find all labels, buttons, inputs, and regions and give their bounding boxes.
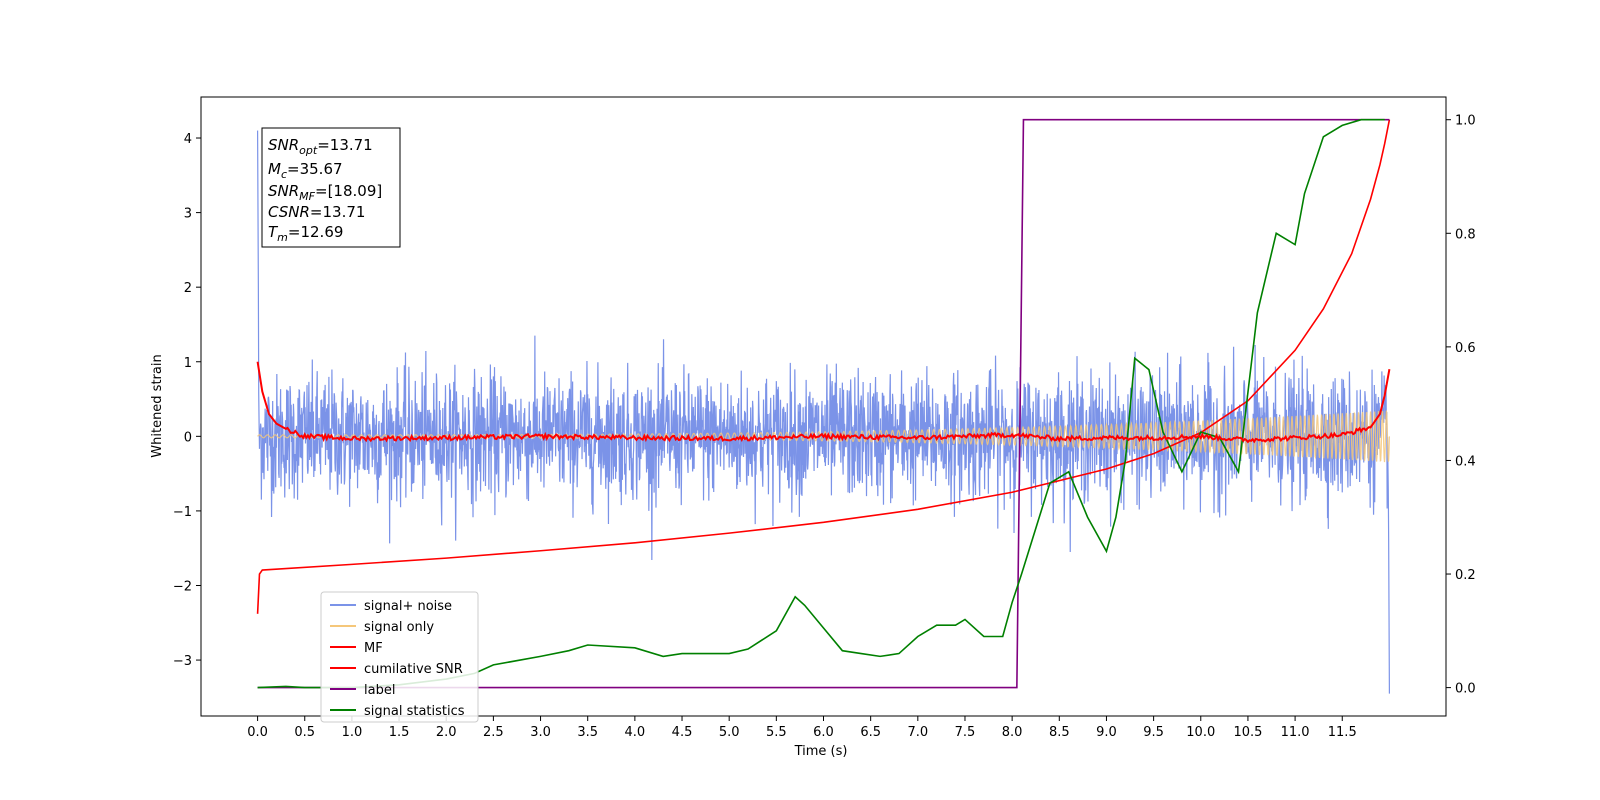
y2-tick-label: 0.8	[1455, 227, 1476, 242]
annotation-line-tm: Tm=12.69	[268, 223, 343, 244]
y2-axis-ticks: 0.0 0.2 0.4 0.6 0.8 1.0	[1446, 114, 1476, 697]
x-tick-label: 2.5	[483, 725, 504, 740]
annotation-line-snr-opt: SNRopt=13.71	[268, 136, 373, 157]
y-tick-label: 3	[184, 207, 192, 222]
x-tick-label: 3.0	[530, 725, 551, 740]
x-tick-label: 8.5	[1049, 725, 1070, 740]
y2-tick-label: 0.0	[1455, 682, 1476, 697]
annotation-box: SNRopt=13.71 Mc=35.67 SNRMF=[18.09] CSNR…	[261, 127, 401, 248]
y-tick-label: 4	[184, 132, 192, 147]
x-tick-label: 6.0	[813, 725, 834, 740]
annotation-mc-value: =35.67	[287, 160, 343, 178]
annotation-csnr-base: CSNR	[268, 203, 310, 221]
x-tick-label: 7.0	[907, 725, 928, 740]
y2-tick-label: 1.0	[1455, 114, 1476, 129]
annotation-line-snr-mf: SNRMF=[18.09]	[268, 182, 382, 203]
annotation-snr-mf-value: =[18.09]	[315, 182, 382, 200]
x-tick-label: 9.5	[1143, 725, 1164, 740]
x-tick-label: 11.5	[1328, 725, 1357, 740]
annotation-tm-sub: m	[277, 231, 288, 244]
annotation-line-mc: Mc=35.67	[268, 160, 343, 181]
legend-label-cumilative-snr: cumilative SNR	[364, 662, 463, 677]
legend: signal+ noise signal only MF cumilative SNR…	[320, 591, 479, 723]
x-tick-label: 8.0	[1002, 725, 1023, 740]
y2-tick-label: 0.4	[1455, 454, 1476, 469]
series-line-signal-noise	[256, 130, 1391, 694]
x-axis-ticks: 0.0 0.5 1.0 1.5 2.0 2.5 3.0 3.5 4.0 4.5 5.0 5.5 6.0 6…	[247, 716, 1357, 740]
x-tick-label: 1.0	[342, 725, 363, 740]
annotation-mc-sub: c	[281, 168, 287, 181]
x-tick-label: 5.5	[766, 725, 787, 740]
x-tick-label: 4.5	[672, 725, 693, 740]
x-tick-label: 10.5	[1233, 725, 1262, 740]
annotation-tm-value: =12.69	[288, 223, 344, 241]
y-tick-label: 2	[184, 281, 192, 296]
y2-tick-label: 0.2	[1455, 568, 1476, 583]
y-axis-ticks: −3 −2 −1 0 1 2 3 4	[173, 132, 201, 669]
legend-label-signal-noise: signal+ noise	[364, 599, 452, 614]
series-line-cumilative-snr	[256, 119, 1391, 614]
x-tick-label: 9.0	[1096, 725, 1117, 740]
legend-label-mf: MF	[364, 641, 383, 656]
annotation-csnr-value: =13.71	[310, 203, 366, 221]
x-tick-label: 7.5	[955, 725, 976, 740]
x-tick-label: 4.0	[625, 725, 646, 740]
series-layer	[256, 118, 1391, 694]
x-tick-label: 5.0	[719, 725, 740, 740]
legend-label-signal-only: signal only	[364, 620, 434, 635]
y-tick-label: 0	[184, 430, 192, 445]
legend-label-label: label	[364, 683, 395, 698]
annotation-snr-mf-base: SNR	[268, 182, 299, 200]
x-tick-label: 3.5	[577, 725, 598, 740]
annotation-frame	[261, 127, 401, 248]
annotation-snr-opt-sub: opt	[299, 144, 318, 157]
x-tick-label: 6.5	[860, 725, 881, 740]
y2-tick-label: 0.6	[1455, 341, 1476, 356]
y-tick-label: −1	[173, 505, 192, 520]
series-line-signal-statistics	[257, 118, 1385, 689]
x-tick-label: 0.5	[294, 725, 315, 740]
x-axis-label: Time (s)	[794, 744, 848, 759]
x-tick-label: 2.0	[436, 725, 457, 740]
annotation-line-csnr: CSNR=13.71	[268, 203, 365, 221]
legend-frame	[320, 591, 479, 723]
annotation-mc-base: M	[268, 160, 281, 178]
y-tick-label: −2	[173, 579, 192, 594]
x-tick-label: 0.0	[247, 725, 268, 740]
x-tick-label: 11.0	[1281, 725, 1310, 740]
x-tick-label: 1.5	[389, 725, 410, 740]
y-tick-label: −3	[173, 654, 192, 669]
annotation-snr-mf-sub: MF	[299, 190, 315, 203]
annotation-tm-base: T	[268, 223, 279, 241]
series-line-label	[257, 118, 1390, 689]
annotation-snr-opt-base: SNR	[268, 136, 299, 154]
annotation-snr-opt-value: =13.71	[317, 136, 373, 154]
legend-label-signal-statistics: signal statistics	[364, 704, 465, 719]
y-tick-label: 1	[184, 356, 192, 371]
series-line-mf	[256, 361, 1391, 444]
x-tick-label: 10.0	[1186, 725, 1215, 740]
y-axis-label: Whitened strain	[150, 354, 165, 457]
